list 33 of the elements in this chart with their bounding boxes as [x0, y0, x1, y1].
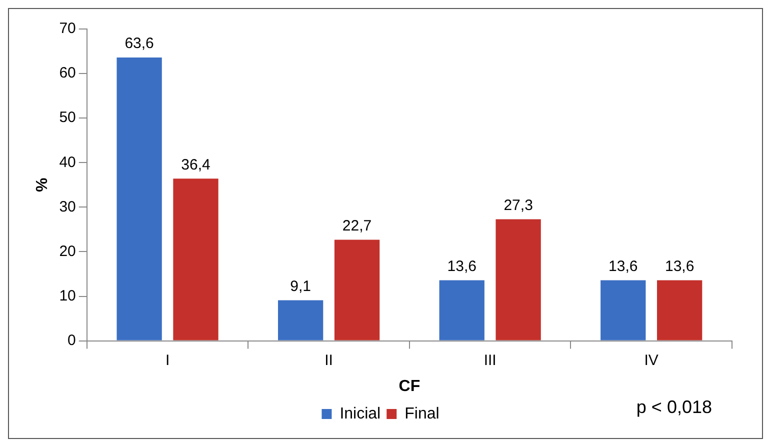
data-label: 36,4 [181, 156, 210, 174]
data-label: 13,6 [447, 258, 476, 275]
bar [600, 280, 646, 340]
y-tick-label: 20 [59, 242, 76, 260]
data-label: 63,6 [124, 35, 154, 52]
bar [278, 300, 324, 340]
data-label: 13,6 [664, 258, 694, 275]
bar [116, 58, 162, 340]
bar [657, 280, 702, 340]
data-label: 22,7 [342, 217, 372, 234]
x-tick-label: II [324, 352, 333, 369]
y-tick-label: 40 [59, 154, 76, 171]
y-tick-label: 60 [59, 64, 76, 82]
text: p < 0,018 [636, 396, 712, 417]
bar [173, 178, 218, 340]
bar [439, 280, 484, 340]
x-tick-label: I [165, 352, 170, 369]
legend-label: Inicial [340, 405, 381, 422]
y-tick-label: 70 [59, 20, 76, 38]
y-tick-label: 10 [59, 287, 76, 304]
x-tick-label: III [484, 352, 496, 369]
data-label: 13,6 [608, 258, 638, 275]
bar [496, 219, 541, 340]
y-tick-label: 30 [59, 198, 76, 216]
y-axis-title: % [34, 178, 52, 192]
x-axis-title: CF [398, 378, 420, 395]
y-tick-label: 50 [59, 109, 76, 126]
y-tick-label: 0 [68, 332, 76, 349]
legend-label: Final [404, 405, 440, 422]
data-label: 27,3 [504, 196, 533, 214]
bar [334, 240, 380, 340]
x-tick-label: IV [644, 352, 658, 369]
data-label: 9,1 [290, 278, 312, 295]
